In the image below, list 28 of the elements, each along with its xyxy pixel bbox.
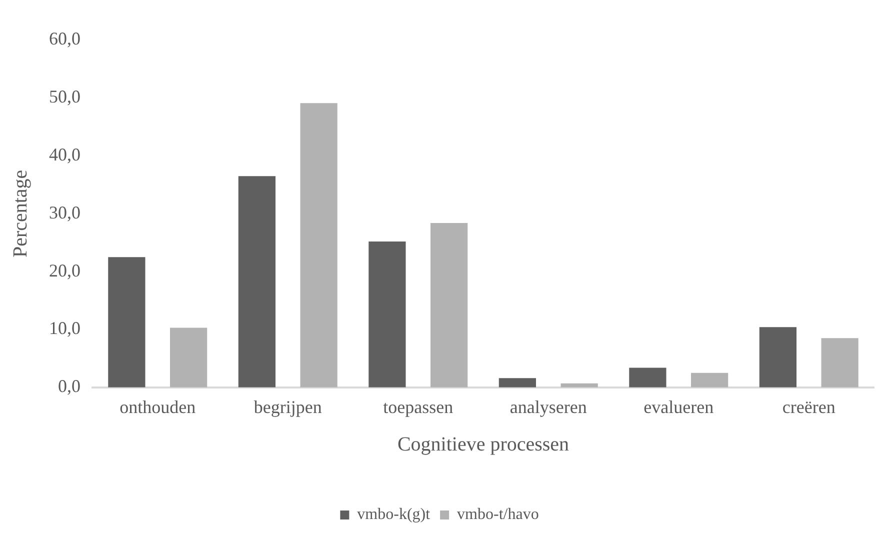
- y-tick-label: 20,0: [49, 260, 80, 280]
- bar: [300, 103, 338, 388]
- y-tick-label: 10,0: [49, 318, 80, 338]
- y-tick-label: 0,0: [58, 376, 80, 396]
- y-tick-label: 40,0: [49, 144, 80, 165]
- y-tick-label: 50,0: [49, 86, 80, 107]
- bar: [430, 222, 468, 388]
- y-tick-label: 30,0: [49, 202, 80, 222]
- bar: [170, 328, 208, 388]
- legend-label: vmbo-k(g)t: [357, 506, 431, 524]
- y-axis-title: Percentage: [9, 170, 32, 258]
- bar: [108, 257, 146, 388]
- x-axis-title: Cognitieve processen: [397, 433, 570, 456]
- bar: [368, 241, 406, 388]
- x-tick-label: creëren: [782, 396, 836, 417]
- bar: [759, 327, 796, 388]
- x-tick-label: evalueren: [644, 396, 714, 417]
- bar: [821, 338, 858, 388]
- x-tick-label: analyseren: [510, 396, 587, 417]
- bar: [498, 378, 536, 388]
- legend-label: vmbo-t/havo: [457, 506, 539, 524]
- bar: [238, 176, 276, 388]
- x-tick-label: begrijpen: [254, 396, 322, 417]
- x-tick-label: toepassen: [383, 396, 454, 417]
- y-tick-label: 60,0: [49, 28, 80, 49]
- x-tick-label: onthouden: [120, 396, 196, 417]
- bar: [691, 372, 728, 388]
- bar: [629, 368, 666, 388]
